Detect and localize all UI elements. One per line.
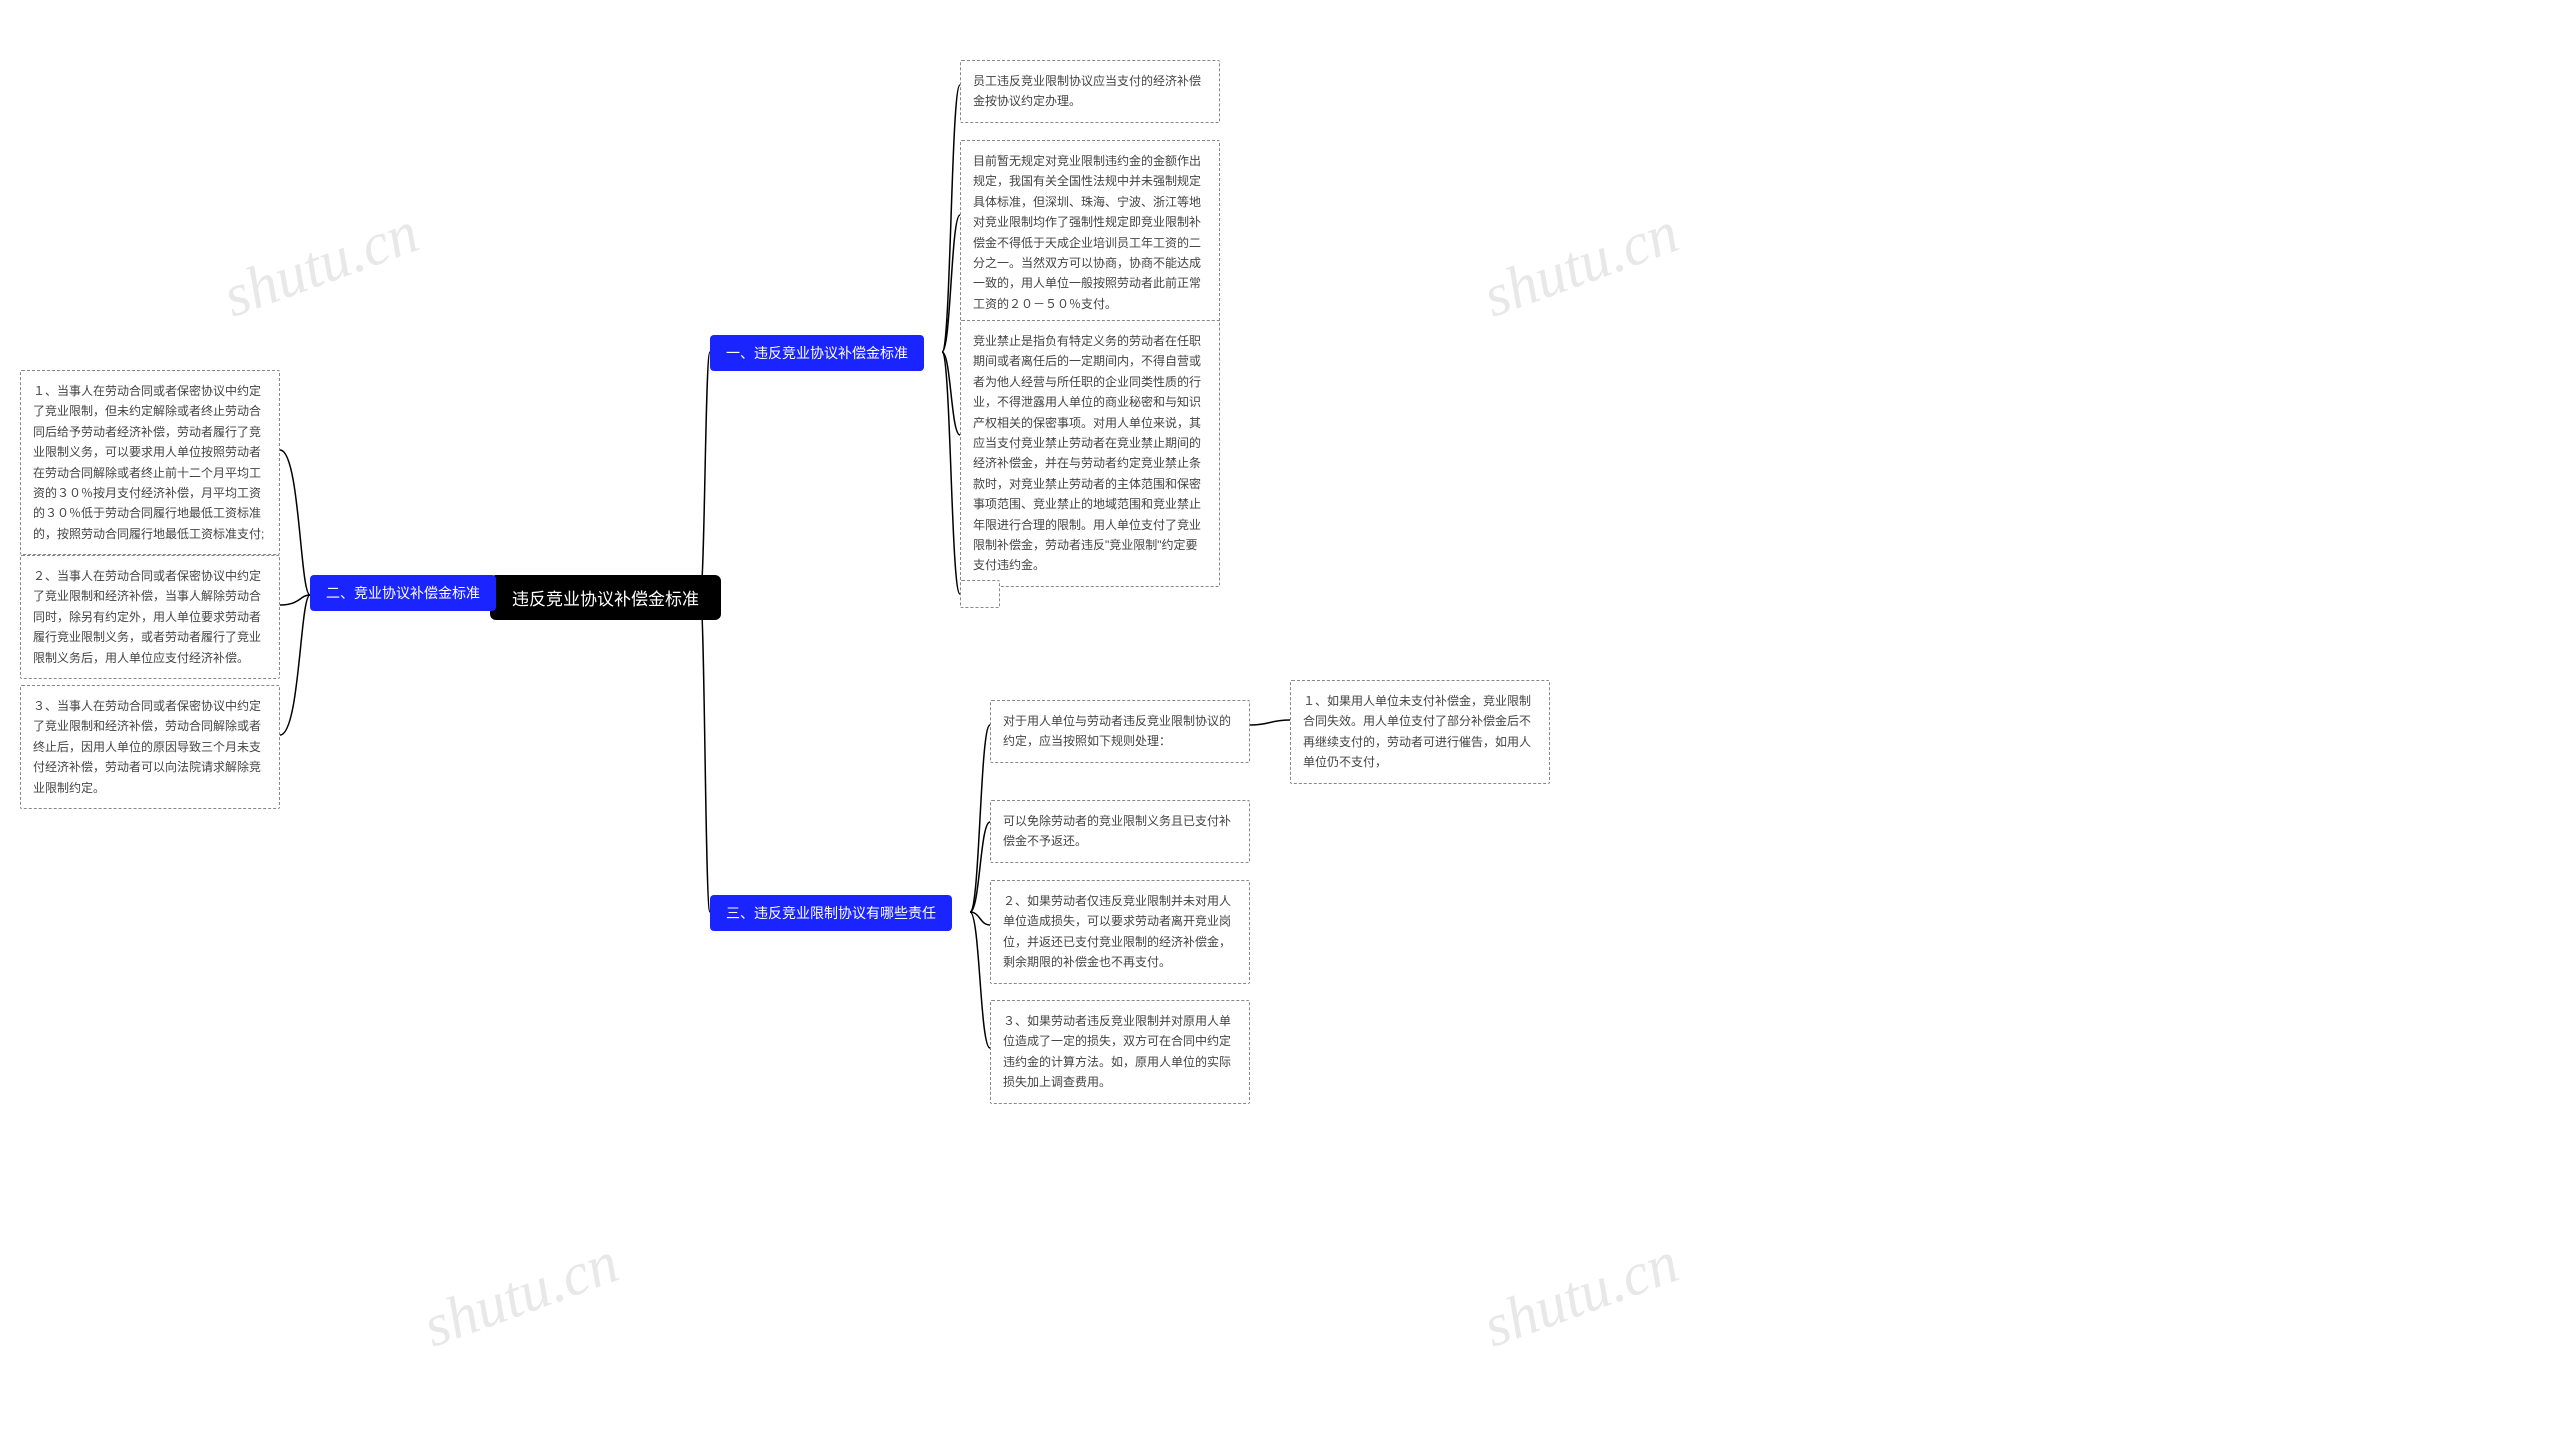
branch-node-1: 一、违反竞业协议补偿金标准 (710, 335, 924, 371)
leaf-text: １、如果用人单位未支付补偿金，竞业限制合同失效。用人单位支付了部分补偿金后不再继… (1303, 694, 1531, 769)
branch-node-3: 三、违反竞业限制协议有哪些责任 (710, 895, 952, 931)
leaf-text: １、当事人在劳动合同或者保密协议中约定了竞业限制，但未约定解除或者终止劳动合同后… (33, 384, 264, 541)
leaf-node: 竞业禁止是指负有特定义务的劳动者在任职期间或者离任后的一定期间内，不得自营或者为… (960, 320, 1220, 587)
leaf-node: １、如果用人单位未支付补偿金，竞业限制合同失效。用人单位支付了部分补偿金后不再继… (1290, 680, 1550, 784)
watermark: shutu.cn (414, 1228, 627, 1362)
leaf-node: 对于用人单位与劳动者违反竞业限制协议的约定，应当按照如下规则处理： (990, 700, 1250, 763)
leaf-text: 目前暂无规定对竞业限制违约金的金额作出规定，我国有关全国性法规中并未强制规定具体… (973, 154, 1201, 311)
leaf-text: ２、如果劳动者仅违反竞业限制并未对用人单位造成损失，可以要求劳动者离开竞业岗位，… (1003, 894, 1231, 969)
leaf-node: ３、当事人在劳动合同或者保密协议中约定了竞业限制和经济补偿，劳动合同解除或者终止… (20, 685, 280, 809)
leaf-node: 员工违反竞业限制协议应当支付的经济补偿金按协议约定办理。 (960, 60, 1220, 123)
watermark: shutu.cn (1474, 1228, 1687, 1362)
branch-2-label: 二、竞业协议补偿金标准 (326, 585, 480, 601)
leaf-text: ３、如果劳动者违反竞业限制并对原用人单位造成了一定的损失，双方可在合同中约定违约… (1003, 1014, 1231, 1089)
leaf-text: 竞业禁止是指负有特定义务的劳动者在任职期间或者离任后的一定期间内，不得自营或者为… (973, 334, 1201, 572)
watermark: shutu.cn (214, 198, 427, 332)
leaf-node: ３、如果劳动者违反竞业限制并对原用人单位造成了一定的损失，双方可在合同中约定违约… (990, 1000, 1250, 1104)
branch-1-label: 一、违反竞业协议补偿金标准 (726, 345, 908, 361)
branch-3-label: 三、违反竞业限制协议有哪些责任 (726, 905, 936, 921)
leaf-text: ３、当事人在劳动合同或者保密协议中约定了竞业限制和经济补偿，劳动合同解除或者终止… (33, 699, 261, 795)
leaf-node: ２、当事人在劳动合同或者保密协议中约定了竞业限制和经济补偿，当事人解除劳动合同时… (20, 555, 280, 679)
leaf-text: 对于用人单位与劳动者违反竞业限制协议的约定，应当按照如下规则处理： (1003, 714, 1231, 748)
leaf-text: ２、当事人在劳动合同或者保密协议中约定了竞业限制和经济补偿，当事人解除劳动合同时… (33, 569, 261, 665)
leaf-node-empty (960, 580, 1000, 608)
leaf-node: ２、如果劳动者仅违反竞业限制并未对用人单位造成损失，可以要求劳动者离开竞业岗位，… (990, 880, 1250, 984)
leaf-text: 员工违反竞业限制协议应当支付的经济补偿金按协议约定办理。 (973, 74, 1201, 108)
leaf-node: 目前暂无规定对竞业限制违约金的金额作出规定，我国有关全国性法规中并未强制规定具体… (960, 140, 1220, 325)
mindmap-connectors (0, 0, 2560, 1450)
leaf-text: 可以免除劳动者的竞业限制义务且已支付补偿金不予返还。 (1003, 814, 1231, 848)
mindmap-root: 违反竞业协议补偿金标准 (490, 575, 721, 620)
leaf-node: １、当事人在劳动合同或者保密协议中约定了竞业限制，但未约定解除或者终止劳动合同后… (20, 370, 280, 555)
branch-node-2: 二、竞业协议补偿金标准 (310, 575, 496, 611)
watermark: shutu.cn (1474, 198, 1687, 332)
leaf-node: 可以免除劳动者的竞业限制义务且已支付补偿金不予返还。 (990, 800, 1250, 863)
root-label: 违反竞业协议补偿金标准 (512, 590, 699, 609)
